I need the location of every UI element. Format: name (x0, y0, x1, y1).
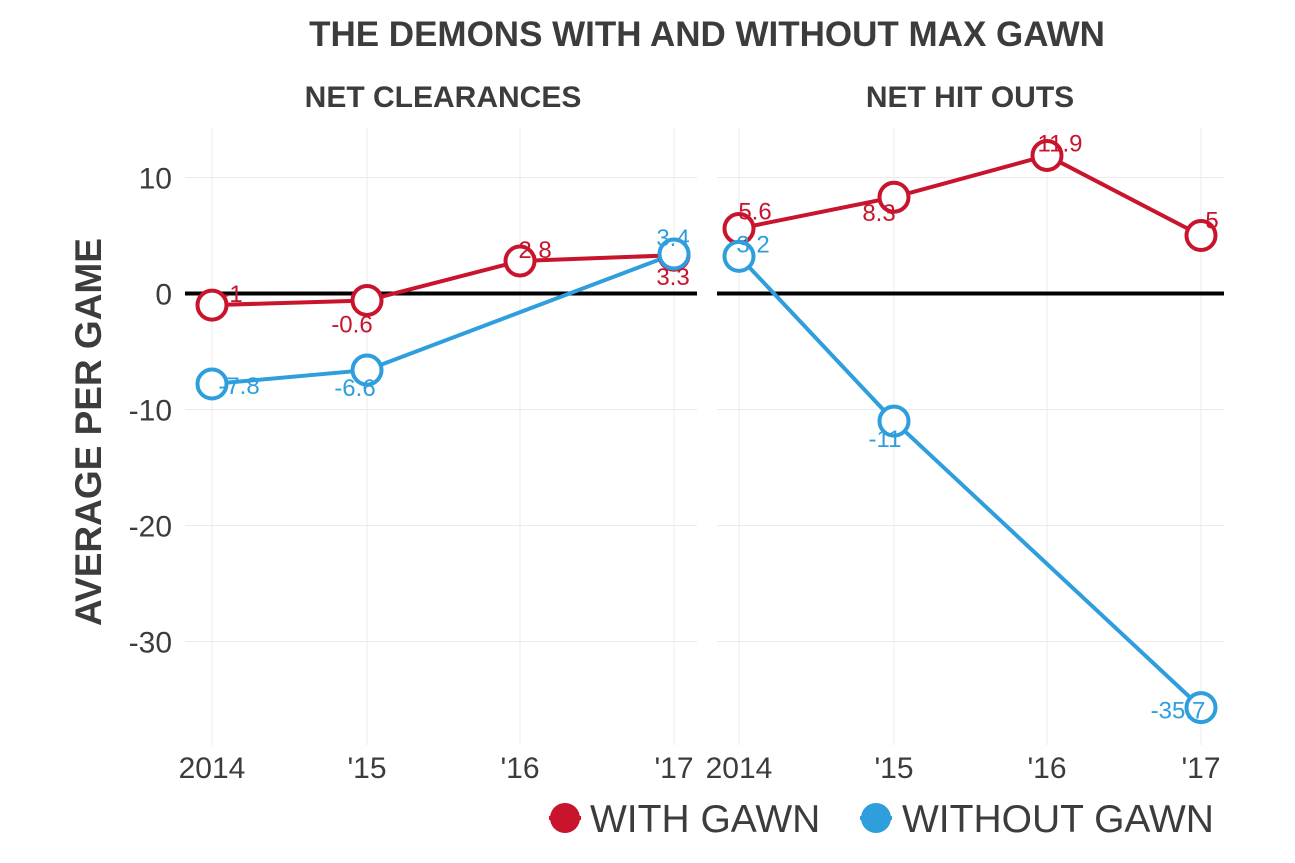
legend-label: WITH GAWN (590, 798, 820, 841)
x-tick-label: '15 (347, 752, 386, 785)
data-label-without-gawn: -11 (869, 426, 902, 453)
series-line-with-gawn (738, 153, 1202, 238)
point-without-gawn (722, 239, 756, 273)
data-label-with-gawn: 11.9 (1038, 130, 1083, 157)
x-tick-label: 2014 (179, 752, 246, 785)
x-tick-label: '16 (500, 752, 539, 785)
point-without-gawn (877, 404, 911, 438)
series-line-with-gawn (211, 253, 675, 308)
y-axis-ticks: 10 0 -10 -20 -30 (129, 163, 172, 660)
point-with-gawn (350, 283, 384, 317)
legend: WITH GAWN WITHOUT GAWN (549, 798, 1214, 841)
data-label-with-gawn: 5.6 (738, 199, 771, 226)
y-tick-label: 0 (155, 279, 172, 312)
point-with-gawn (877, 180, 911, 214)
x-tick-label: 2014 (706, 752, 773, 785)
series-line-without-gawn (737, 255, 1203, 710)
data-label-without-gawn: 3.4 (656, 225, 689, 252)
point-without-gawn (195, 367, 229, 401)
series-line-without-gawn (211, 252, 675, 386)
legend-marker (861, 803, 891, 833)
y-tick-label: -10 (129, 395, 172, 428)
legend-label: WITHOUT GAWN (902, 798, 1214, 841)
point-without-gawn (1184, 691, 1218, 725)
y-tick-label: 10 (139, 163, 172, 196)
x-tick-label: '17 (1181, 752, 1220, 785)
data-label-with-gawn: 5 (1205, 208, 1218, 235)
panel-net-clearances: NET CLEARANCES 2014 '15 '16 '17 -1 -0.6 2.8 3.3 -… (179, 81, 697, 785)
x-tick-label: '16 (1027, 752, 1066, 785)
y-tick-label: -30 (129, 627, 172, 660)
panel-subtitle: NET CLEARANCES (305, 81, 582, 114)
legend-marker (550, 803, 580, 833)
point-with-gawn (195, 288, 229, 322)
x-tick-label: '17 (654, 752, 693, 785)
data-label-without-gawn: -35.7 (1151, 698, 1206, 725)
point-without-gawn (657, 237, 691, 271)
point-with-gawn (503, 244, 537, 278)
data-label-with-gawn: -0.6 (331, 311, 372, 338)
x-tick-label: '15 (874, 752, 913, 785)
data-label-with-gawn: 3.3 (656, 264, 689, 291)
y-axis-label: AVERAGE PER GAME (68, 238, 109, 626)
data-label-without-gawn: -7.8 (218, 373, 259, 400)
point-with-gawn (1184, 219, 1218, 252)
data-label-with-gawn: 2.8 (518, 237, 551, 264)
panel-net-hit-outs: NET HIT OUTS 2014 '15 '16 '17 5.6 8.3 11.9 5 3.2 -… (706, 81, 1224, 785)
point-without-gawn (350, 353, 384, 387)
data-label-without-gawn: -6.6 (334, 375, 375, 402)
chart-title: THE DEMONS WITH AND WITHOUT MAX GAWN (309, 15, 1105, 54)
panel-subtitle: NET HIT OUTS (866, 81, 1074, 114)
chart-panels: NET CLEARANCES 2014 '15 '16 '17 -1 -0.6 2.8 3.3 -… (179, 81, 1224, 785)
data-label-with-gawn: -1 (221, 281, 242, 308)
data-label-with-gawn: 8.3 (862, 200, 895, 227)
y-tick-label: -20 (129, 511, 172, 544)
data-label-without-gawn: 3.2 (736, 231, 769, 258)
point-with-gawn (1030, 138, 1064, 172)
